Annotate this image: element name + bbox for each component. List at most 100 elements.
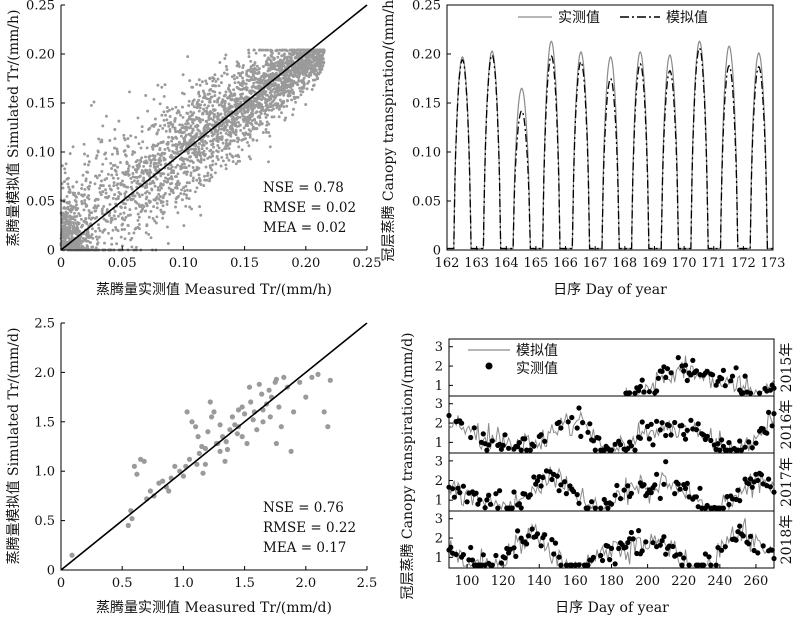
scatter-hourly-point bbox=[191, 166, 195, 169]
scatter-hourly-point bbox=[230, 75, 234, 79]
scatter-hourly-point bbox=[106, 196, 109, 200]
scatter-hourly-point bbox=[247, 108, 250, 112]
scatter-hourly-point bbox=[69, 210, 73, 214]
panel-measured-dot bbox=[661, 481, 667, 487]
scatter-hourly-point bbox=[134, 206, 138, 210]
daily-multiyear-xtick-label: 160 bbox=[563, 574, 588, 589]
scatter-hourly-point bbox=[67, 185, 71, 189]
scatter-hourly-point bbox=[113, 217, 117, 221]
panel-measured-dot bbox=[448, 544, 454, 551]
scatter-hourly-point bbox=[109, 161, 113, 165]
scatter-hourly-point bbox=[115, 242, 119, 246]
scatter-hourly-point bbox=[312, 83, 316, 87]
scatter-hourly-point bbox=[176, 211, 180, 215]
scatter-hourly-point bbox=[63, 206, 67, 210]
scatter-hourly-point bbox=[126, 223, 130, 227]
panel-measured-dot bbox=[625, 540, 631, 546]
scatter-hourly-point bbox=[77, 236, 81, 240]
scatter-hourly-point bbox=[254, 86, 258, 90]
panel-measured-dot bbox=[478, 562, 485, 568]
scatter-hourly-point bbox=[168, 192, 172, 196]
scatter-hourly-point bbox=[82, 193, 86, 197]
panel-measured-dot bbox=[540, 474, 546, 481]
scatter-hourly-point bbox=[259, 93, 263, 97]
panel-ytick-label: 3 bbox=[435, 340, 443, 355]
scatter-hourly-point bbox=[174, 135, 178, 139]
scatter-hourly-point bbox=[78, 239, 82, 243]
scatter-hourly-point bbox=[138, 174, 142, 178]
scatter-hourly-point bbox=[282, 91, 285, 95]
panel-measured-dot bbox=[679, 562, 685, 568]
scatter-hourly-point bbox=[129, 185, 133, 189]
scatter-hourly-point bbox=[258, 122, 262, 126]
scatter-hourly-point bbox=[113, 146, 116, 150]
panel-measured-dot bbox=[643, 539, 649, 545]
scatter-daily-point bbox=[327, 377, 333, 383]
panel-measured-dot bbox=[648, 490, 654, 496]
scatter-hourly-point bbox=[68, 188, 72, 192]
scatter-hourly-point bbox=[153, 154, 157, 158]
scatter-hourly-point bbox=[103, 152, 107, 156]
scatter-hourly-point bbox=[185, 196, 189, 200]
scatter-hourly-point bbox=[205, 106, 209, 110]
scatter-hourly-point bbox=[208, 149, 212, 153]
scatter-hourly-point bbox=[294, 100, 297, 104]
panel-measured-dot bbox=[484, 497, 490, 503]
scatter-hourly-point bbox=[65, 206, 69, 210]
scatter-hourly-point bbox=[207, 113, 211, 117]
scatter-hourly-point bbox=[126, 144, 130, 148]
scatter-hourly-point bbox=[154, 122, 157, 126]
scatter-hourly-point bbox=[145, 146, 149, 150]
scatter-hourly-point bbox=[297, 79, 301, 82]
scatter-hourly-point bbox=[104, 218, 108, 222]
scatter-hourly-point bbox=[99, 184, 103, 187]
scatter-hourly-point bbox=[319, 66, 323, 70]
scatter-hourly-point bbox=[132, 179, 136, 183]
panel-measured-dot bbox=[628, 443, 635, 449]
scatter-hourly-point bbox=[71, 205, 75, 209]
scatter-hourly-point bbox=[307, 80, 311, 83]
scatter-hourly-point bbox=[185, 181, 189, 185]
scatter-hourly-point bbox=[144, 168, 148, 172]
scatter-hourly-point bbox=[153, 161, 156, 165]
scatter-hourly-point bbox=[123, 218, 127, 222]
panel-measured-dot bbox=[487, 501, 494, 507]
panel-measured-dot bbox=[717, 505, 723, 511]
scatter-hourly-point bbox=[187, 132, 191, 136]
panel-measured-dot bbox=[477, 497, 483, 503]
scatter-hourly-point bbox=[310, 56, 314, 59]
scatter-hourly-ytick-label: 0.15 bbox=[26, 97, 55, 112]
scatter-hourly-point bbox=[149, 170, 153, 174]
panel-measured-dot bbox=[450, 486, 456, 492]
scatter-hourly-point bbox=[115, 173, 119, 177]
scatter-hourly-point bbox=[66, 211, 70, 215]
scatter-daily-point bbox=[223, 439, 229, 445]
panel-measured-dot bbox=[715, 441, 721, 447]
scatter-hourly-point bbox=[277, 107, 281, 111]
scatter-hourly-point bbox=[166, 142, 170, 146]
scatter-hourly-point bbox=[233, 77, 236, 81]
scatter-hourly-point bbox=[321, 64, 325, 68]
panel-measured-dot bbox=[654, 418, 660, 424]
panel-measured-dot bbox=[632, 390, 638, 396]
scatter-hourly-point bbox=[199, 132, 203, 136]
scatter-hourly-point bbox=[191, 128, 195, 132]
scatter-hourly-point bbox=[140, 129, 144, 133]
scatter-hourly-point bbox=[315, 59, 319, 63]
scatter-hourly-point bbox=[97, 226, 101, 230]
scatter-hourly-point bbox=[219, 81, 223, 85]
scatter-hourly-point bbox=[288, 89, 292, 93]
scatter-hourly-point bbox=[70, 231, 74, 235]
scatter-hourly-point bbox=[195, 82, 199, 86]
scatter-hourly-point bbox=[196, 104, 200, 108]
scatter-hourly-point bbox=[127, 164, 131, 168]
scatter-daily-point bbox=[125, 522, 131, 529]
scatter-hourly-point bbox=[65, 201, 69, 204]
panel-measured-dot bbox=[538, 432, 544, 438]
scatter-hourly-point bbox=[101, 124, 105, 128]
scatter-hourly-point bbox=[126, 137, 130, 141]
scatter-hourly-point bbox=[160, 186, 163, 190]
scatter-hourly-point bbox=[161, 126, 165, 130]
scatter-hourly-point bbox=[184, 204, 188, 208]
scatter-hourly-point bbox=[280, 111, 283, 115]
